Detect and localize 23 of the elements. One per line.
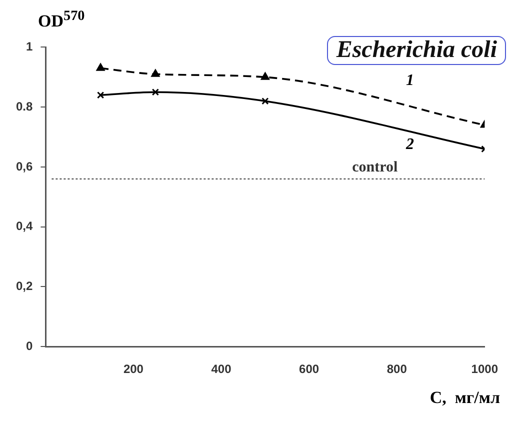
point [96,92,104,99]
x-axis-title: C, мг/мл [430,388,500,408]
x-tick-label: 200 [123,362,144,376]
series-label: 2 [405,136,414,154]
x-tick-label: 800 [386,362,408,376]
y-tick-label: 0.8 [16,99,33,114]
ref-line-label: control [352,159,398,176]
point [260,72,270,80]
point [262,98,269,105]
point [96,63,105,71]
y-tick-label: 0,6 [16,159,33,174]
y-tick-label: 1 [26,40,33,54]
point [151,69,160,77]
x-tick-label: 400 [211,362,232,376]
x-tick-label: 600 [299,362,320,376]
y-axis-title: OD$^{570}$ [38,8,85,32]
chart-title: Escherichia coli [327,36,506,65]
point [152,88,160,96]
series-label: 1 [406,72,414,90]
y-tick-label: 0 [26,338,33,353]
y-tick-label: 0,4 [16,219,33,234]
y-tick-label: 0,2 [16,279,33,294]
x-tick-label: 1000 [471,362,498,376]
